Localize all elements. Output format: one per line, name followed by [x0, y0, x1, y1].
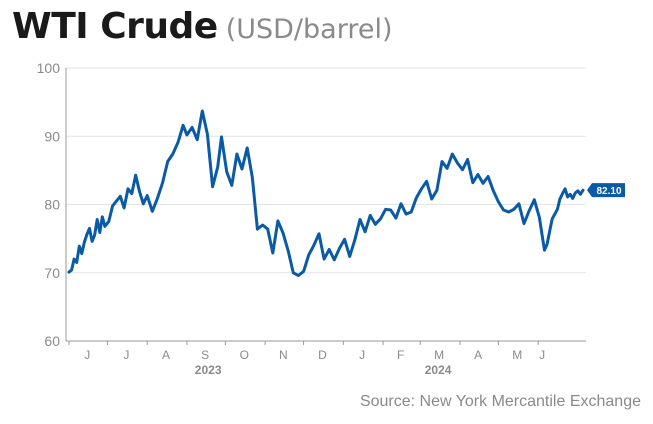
year-label: 2023 — [195, 363, 222, 377]
x-tick-label: M — [512, 348, 522, 362]
axes — [65, 68, 586, 342]
chart-title: WTI Crude — [12, 6, 218, 47]
y-tick-labels: 60 70 80 90 100 — [37, 60, 61, 349]
series-line — [67, 109, 585, 277]
x-tick-label: F — [397, 348, 404, 362]
x-tick-label: J — [359, 348, 365, 362]
x-tick-label: A — [162, 348, 170, 362]
last-value-label: 82.10 — [596, 186, 621, 197]
last-value-badge — [587, 183, 625, 198]
y-tick-label: 60 — [44, 333, 60, 349]
y-tick-label: 100 — [37, 60, 61, 76]
gridlines — [66, 67, 586, 274]
last-value-callout: 82.10 — [587, 183, 625, 198]
x-tick-label: J — [84, 348, 90, 362]
y-tick-label: 90 — [44, 128, 60, 144]
series-layer — [67, 109, 585, 277]
chart-subtitle: (USD/barrel) — [225, 14, 393, 45]
y-tick-label: 70 — [44, 265, 60, 281]
x-tick-label: M — [434, 348, 444, 362]
x-tick-label: O — [240, 348, 249, 362]
year-label: 2024 — [425, 363, 452, 377]
x-tick-label: A — [474, 348, 482, 362]
chart-title-row: WTI Crude (USD/barrel) — [12, 6, 392, 47]
source-note: Source: New York Mercantile Exchange — [359, 393, 641, 410]
x-tick-label: D — [318, 348, 327, 362]
x-tick-label: S — [201, 348, 209, 362]
x-tick-label: J — [539, 348, 545, 362]
x-tick-label: J — [123, 348, 129, 362]
y-tick-label: 80 — [44, 197, 60, 213]
x-tick-labels: J J A S O N D J F M A M J 2023 2024 — [68, 341, 545, 377]
x-tick-label: N — [279, 348, 288, 362]
